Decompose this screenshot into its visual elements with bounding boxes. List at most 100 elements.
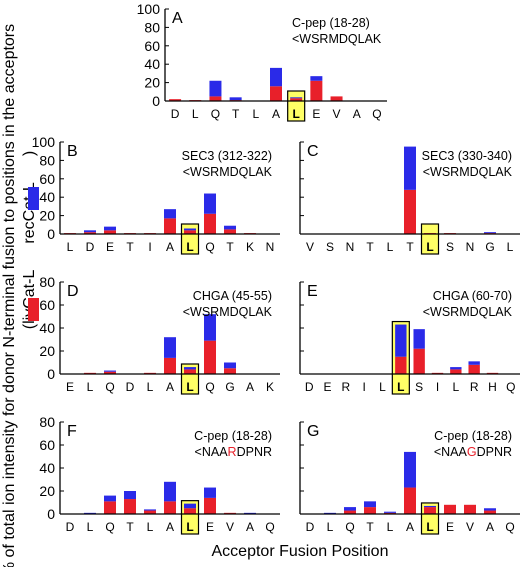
y-tick-label: 40 [39, 189, 55, 205]
bar-red [204, 213, 216, 234]
bar-red [184, 369, 196, 374]
x-tick-label: E [66, 380, 74, 394]
x-tick-label: D [86, 240, 95, 254]
bar-red [209, 96, 222, 101]
x-tick-label: T [406, 240, 414, 254]
x-tick-label: D [305, 380, 314, 394]
x-tick-label: L [186, 520, 193, 534]
x-tick-label: D [306, 520, 315, 534]
x-tick-label: V [306, 240, 314, 254]
panel-g: D L Q T L A L E V A QG C-pep (18-28)<NAAGDPNR [299, 421, 520, 535]
x-tick-label: D [171, 107, 180, 121]
subtitle-mutation: R [228, 445, 237, 459]
subtitle-prefix: <NAA [195, 445, 229, 459]
bar-blue [104, 495, 116, 502]
bar-red [424, 507, 436, 514]
x-axis-label: Acceptor Fusion Position [212, 543, 389, 560]
bar-red [104, 230, 116, 234]
bar-blue [229, 97, 242, 101]
bar-red [184, 508, 196, 514]
x-tick-label: R [470, 380, 479, 394]
bar-red [364, 507, 376, 514]
x-tick-label: A [486, 520, 494, 534]
x-tick-label: K [266, 380, 274, 394]
bar-blue [468, 361, 480, 365]
x-tick-label: Q [372, 107, 381, 121]
bar-red [344, 510, 356, 514]
x-tick-label: T [126, 520, 134, 534]
bar-red [164, 218, 176, 234]
subtitle-prefix: <NAA [434, 445, 468, 459]
x-tick-label: N [346, 240, 355, 254]
bar-blue [204, 487, 216, 498]
x-tick-label: A [166, 380, 174, 394]
x-tick-label: N [466, 240, 475, 254]
x-tick-label: L [192, 107, 199, 121]
x-tick-label: L [252, 107, 259, 121]
x-tick-label: L [387, 520, 394, 534]
x-tick-label: A [166, 520, 174, 534]
bar-red [468, 364, 480, 374]
x-tick-label: L [397, 380, 404, 394]
x-tick-label: L [426, 240, 433, 254]
panel-title: C-pep (18-28) [194, 429, 272, 443]
bar-red [144, 510, 156, 514]
x-tick-label: D [66, 520, 75, 534]
bar-red [204, 340, 216, 374]
panel-subtitle: <WSRMDQLAK [183, 165, 273, 179]
x-tick-label: E [312, 107, 320, 121]
x-tick-label: L [147, 380, 154, 394]
bar-blue [344, 507, 356, 511]
y-tick-label: 0 [47, 226, 55, 242]
panel-title: C-pep (18-28) [434, 429, 512, 443]
x-tick-label: V [333, 107, 341, 121]
x-tick-label: I [436, 380, 439, 394]
bar-red [164, 501, 176, 514]
bar-red [484, 510, 496, 514]
subtitle-suffix: DPNR [237, 445, 272, 459]
panel-title: SEC3 (330-340) [422, 149, 512, 163]
bar-red [444, 504, 456, 514]
highlight-box [420, 223, 440, 255]
panel-subtitle: <WSRMDQLAK [292, 32, 382, 46]
x-tick-label: A [246, 520, 254, 534]
x-tick-label: Q [505, 520, 514, 534]
y-tick-label: 0 [47, 366, 55, 382]
panel-letter: B [67, 143, 78, 160]
bar-blue [413, 329, 425, 349]
x-tick-label: L [426, 520, 433, 534]
bar-blue [104, 370, 116, 372]
subtitle-mutation: G [467, 445, 477, 459]
bar-red [310, 80, 323, 101]
x-tick-label: Q [211, 107, 220, 121]
x-tick-label: T [366, 520, 374, 534]
bar-blue [144, 509, 156, 511]
x-tick-label: L [452, 380, 459, 394]
bar-red [104, 371, 116, 374]
panel-title: CHGA (60-70) [433, 289, 512, 303]
x-tick-label: L [147, 520, 154, 534]
bar-blue [209, 80, 222, 97]
y-tick-label: 100 [137, 1, 161, 17]
x-tick-label: L [87, 520, 94, 534]
bar-blue [104, 226, 116, 231]
x-tick-label: N [266, 240, 275, 254]
bar-red [224, 368, 236, 374]
bar-red [124, 499, 136, 514]
x-tick-label: A [246, 380, 254, 394]
y-tick-label: 20 [39, 208, 55, 224]
x-tick-label: L [507, 240, 514, 254]
panel-subtitle: <WSRMDQLAK [183, 305, 273, 319]
x-tick-label: Q [345, 520, 354, 534]
bar-blue [404, 146, 416, 190]
bar-red [330, 96, 343, 101]
x-tick-label: I [362, 380, 365, 394]
x-tick-label: D [126, 380, 135, 394]
y-tick-label: 100 [32, 134, 56, 150]
bar-red [450, 369, 462, 374]
x-tick-label: S [415, 380, 423, 394]
